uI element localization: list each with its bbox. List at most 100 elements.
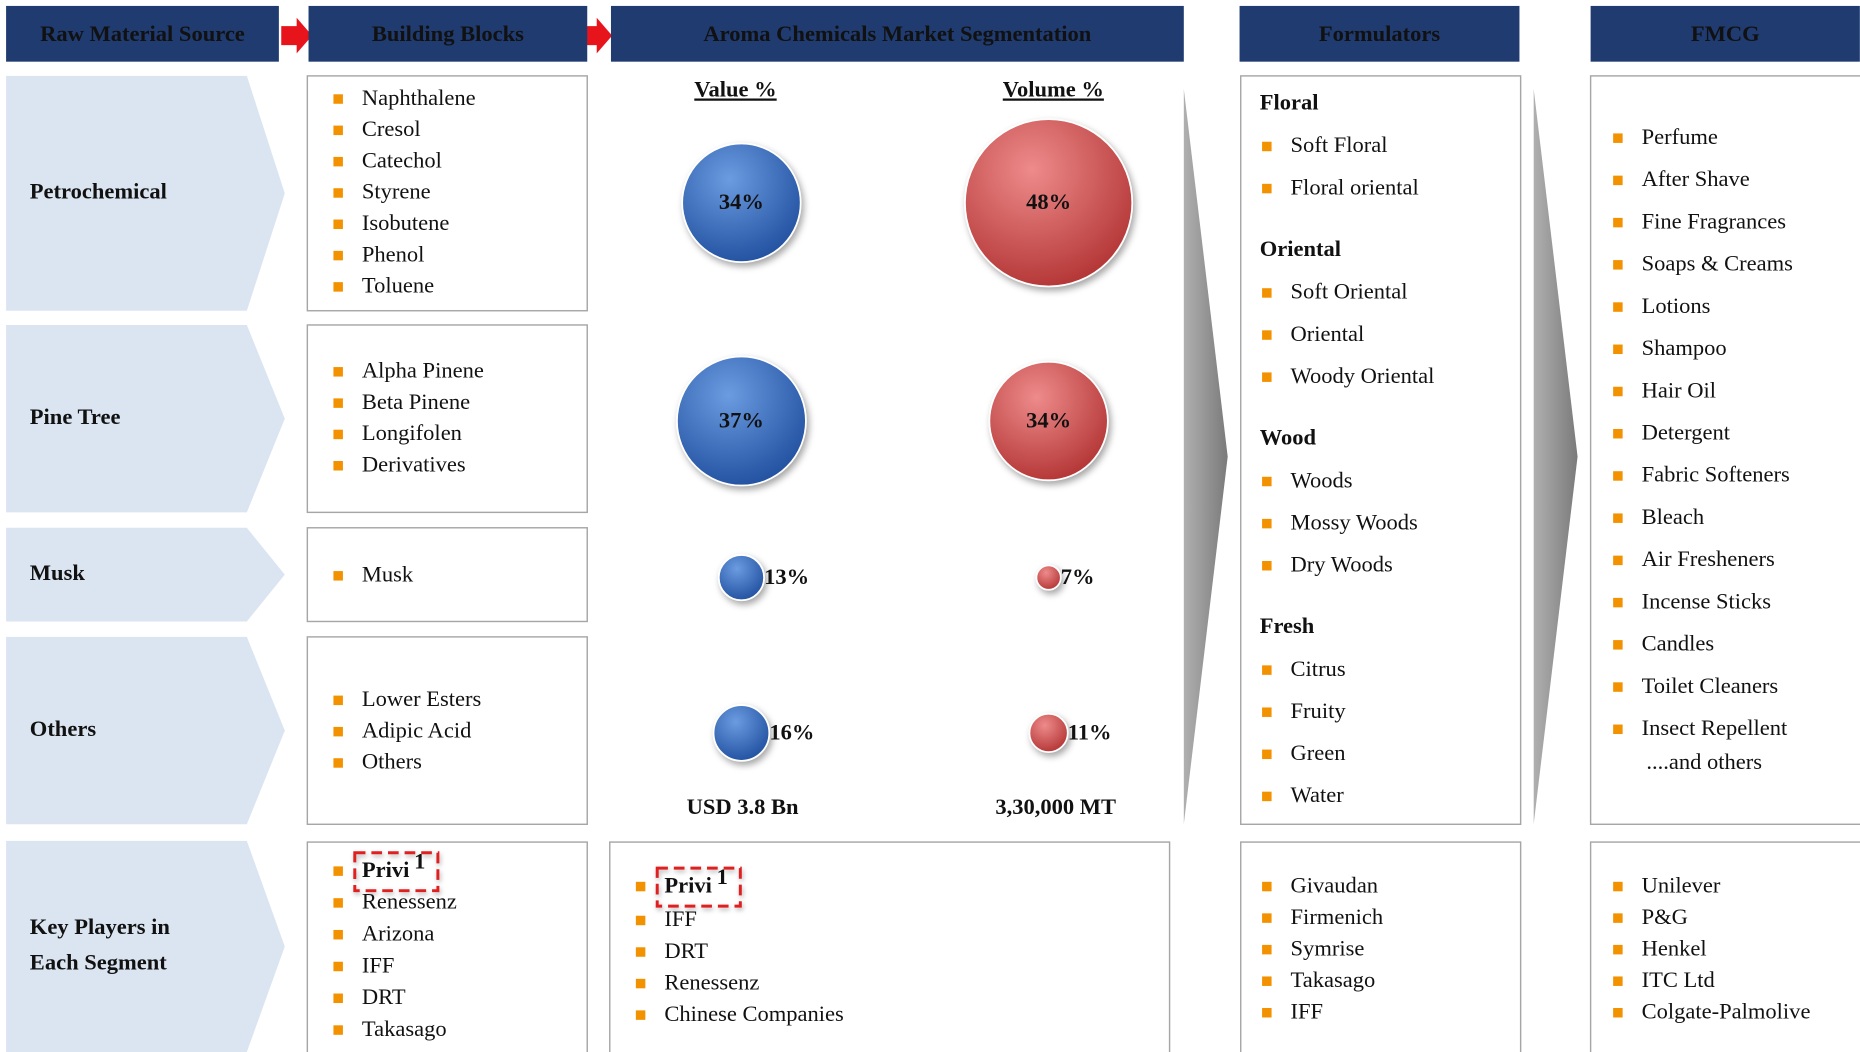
column-title: Volume % [1003,76,1104,101]
highlight-name: Privi [664,872,712,897]
panel [306,75,588,312]
list-item: DRT [664,938,708,963]
list-item: Firmenich [1291,904,1384,929]
flow-arrow [1533,88,1578,825]
bullet [1262,881,1272,892]
bullet [635,1010,646,1020]
list-item: Detergent [1642,419,1731,444]
market-total: 3,30,000 MT [995,794,1116,819]
row-chevron [6,75,285,311]
list-item: Isobutene [362,210,450,235]
bullet [1262,665,1272,675]
list-item: Musk [362,562,414,587]
bullet [1613,944,1623,955]
bullet [333,282,343,292]
bubble [1028,712,1069,754]
panel [1240,75,1522,825]
row-label: Key Players in [30,914,171,939]
header-label: FMCG [1691,21,1760,46]
group-heading: Oriental [1260,236,1341,261]
bullet [333,571,343,581]
list-item: Incense Sticks [1642,588,1771,613]
bullet [333,367,343,377]
list-item: Lower Esters [362,686,481,711]
row-chevron [6,636,285,825]
bullet [1262,1007,1272,1018]
bullet [333,866,343,876]
panel [1589,75,1860,825]
header-bar [610,5,1184,62]
list-item: Dry Woods [1291,551,1393,576]
list-item: Catechol [362,147,442,172]
bullet [1262,976,1272,986]
bullet [1262,791,1272,802]
list-item: Shampoo [1642,335,1727,360]
panel [306,527,588,623]
bullet [333,188,343,198]
bullet [333,758,343,768]
list-item: Alpha Pinene [362,358,484,383]
bullet [1613,724,1623,735]
column-title: Value % [694,76,776,101]
bullet [635,881,646,892]
bullet [635,915,646,926]
list-item: Styrene [362,179,431,204]
list-item: Givaudan [1291,872,1379,897]
list-item: Toilet Cleaners [1642,673,1779,698]
group-heading: Fresh [1260,613,1315,638]
bubble-label: 7% [1061,564,1095,589]
bullet [333,156,343,167]
bullet [1613,913,1623,923]
bubble-label: 48% [1026,189,1071,214]
group-heading: Wood [1260,425,1317,450]
list-item: Toluene [362,273,434,298]
bullet [1613,175,1623,186]
list-item: Chinese Companies [664,1001,843,1026]
header-arrow [281,17,313,54]
highlight-box [655,866,742,908]
list-item: After Shave [1642,166,1750,191]
highlight-name: Privi [362,857,410,882]
bullet [333,94,343,104]
bullet [333,1025,343,1035]
list-item: Lotions [1642,293,1711,318]
bullet [333,219,343,230]
bullet [1613,555,1623,566]
bubble [717,554,765,602]
list-item: Fruity [1291,698,1347,723]
header-label: Formulators [1319,21,1441,46]
bullet [1613,302,1623,312]
list-item: Woody Oriental [1291,363,1435,388]
bullet [333,695,343,706]
list-item: Arizona [362,920,435,945]
bubble [964,118,1134,288]
bubble-label: 11% [1068,719,1112,744]
bullet [1613,513,1623,523]
bubble-label: 34% [719,189,764,214]
bullet [1262,476,1272,487]
list-item: Phenol [362,241,425,266]
list-item: Symrise [1291,935,1365,960]
list-item: Green [1291,740,1346,765]
list-item: Woods [1291,467,1353,492]
list-item: IFF [664,906,697,931]
list-item: Longifolen [362,420,462,445]
bullet [333,461,343,471]
row-label: Petrochemical [30,178,167,203]
bullet [1262,944,1272,955]
list-item: Air Fresheners [1642,546,1775,571]
list-item: Colgate-Palmolive [1642,999,1811,1024]
row-label: Pine Tree [30,404,121,429]
header-label: Raw Material Source [40,21,245,46]
list-more: ....and others [1646,749,1762,774]
list-item: Unilever [1642,872,1721,897]
list-item: Cresol [362,116,421,141]
list-item: Renessenz [664,969,759,994]
header-label: Aroma Chemicals Market Segmentation [703,21,1091,46]
bullet [1262,141,1272,152]
list-item: Beta Pinene [362,389,470,414]
bullet [333,125,343,136]
bullet [333,993,343,1004]
bullet [1613,640,1623,650]
